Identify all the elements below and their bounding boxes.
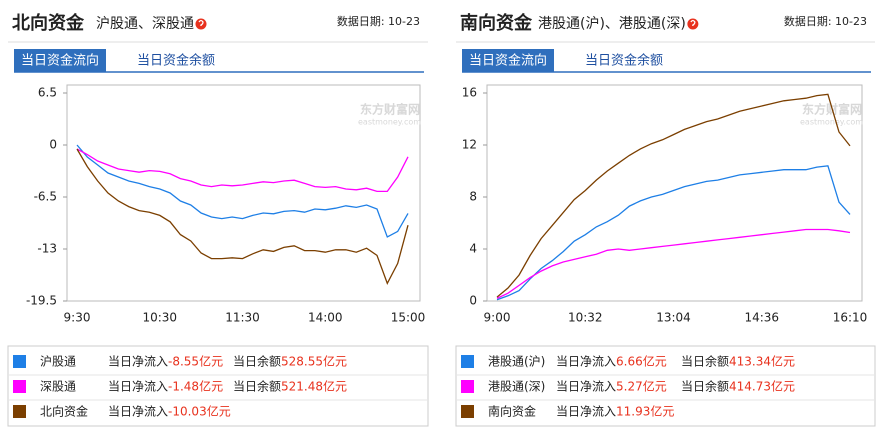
- net-value: -8.55亿元: [168, 354, 223, 369]
- tab[interactable]: 当日资金余额: [137, 53, 215, 69]
- tab-active[interactable]: [462, 49, 554, 72]
- balance-label: 当日余额: [681, 354, 729, 369]
- x-tick-label: 11:30: [225, 311, 260, 325]
- date-label: 数据日期: 10-23: [337, 14, 420, 28]
- x-tick-label: 14:00: [308, 311, 343, 325]
- balance-value: 413.34亿元: [729, 354, 795, 369]
- tab[interactable]: 当日资金余额: [585, 53, 663, 69]
- watermark: 东方财富网: [360, 102, 420, 117]
- balance-label: 当日余额: [233, 354, 281, 369]
- legend-swatch: [461, 355, 474, 368]
- y-tick-label: 4: [469, 242, 477, 256]
- net-label: 当日净流入: [556, 405, 616, 419]
- legend-swatch: [13, 405, 26, 418]
- y-tick-label: -19.5: [26, 294, 57, 308]
- help-icon[interactable]: [195, 18, 207, 30]
- help-icon[interactable]: [687, 18, 699, 30]
- x-tick-label: 15:00: [391, 311, 426, 325]
- legend-swatch: [13, 355, 26, 368]
- panel-title: 南向资金: [460, 12, 533, 34]
- balance-label: 当日余额: [681, 379, 729, 394]
- balance-value: 414.73亿元: [729, 379, 795, 394]
- series-line: [76, 148, 409, 286]
- panel-title: 北向资金: [12, 12, 85, 34]
- legend-name: 港股通(沪): [488, 355, 545, 369]
- net-value: 11.93亿元: [616, 404, 674, 419]
- series-line: [496, 93, 851, 298]
- x-tick-label: 10:32: [568, 311, 603, 325]
- legend-box: [7, 345, 429, 427]
- x-tick-label: 14:36: [744, 311, 779, 325]
- plot-frame: [486, 84, 863, 302]
- y-tick-label: 12: [462, 138, 477, 152]
- series-line: [496, 228, 851, 299]
- net-label: 当日净流入: [556, 355, 616, 369]
- legend-name: 沪股通: [40, 355, 76, 369]
- y-tick-label: -13: [37, 242, 57, 256]
- legend-box: [455, 345, 876, 427]
- x-tick-label: 9:30: [64, 311, 91, 325]
- panel-subtitle: 港股通(沪)、港股通(深): [538, 16, 686, 32]
- legend-swatch: [461, 380, 474, 393]
- net-value: 5.27亿元: [616, 379, 667, 394]
- balance-value: 521.48亿元: [281, 379, 347, 394]
- help-icon-mark: [690, 19, 696, 26]
- x-tick-label: 16:10: [833, 311, 868, 325]
- net-label: 当日净流入: [556, 380, 616, 394]
- panel-subtitle: 沪股通、深股通: [96, 16, 194, 32]
- legend-name: 港股通(深): [488, 380, 545, 394]
- tab-active[interactable]: [14, 49, 106, 72]
- date-label: 数据日期: 10-23: [784, 14, 867, 28]
- y-tick-label: -6.5: [34, 190, 57, 204]
- y-tick-label: 16: [462, 86, 477, 100]
- series-line: [76, 148, 409, 193]
- help-icon-mark: [198, 19, 204, 26]
- net-label: 当日净流入: [108, 355, 168, 369]
- tab[interactable]: 当日资金流向: [469, 53, 547, 69]
- watermark-sub: eastmoney.com: [800, 118, 863, 127]
- net-label: 当日净流入: [108, 380, 168, 394]
- series-line: [496, 165, 851, 301]
- net-value: -1.48亿元: [168, 379, 223, 394]
- balance-value: 528.55亿元: [281, 354, 347, 369]
- watermark-sub: eastmoney.com: [358, 118, 421, 127]
- x-tick-label: 13:04: [656, 311, 691, 325]
- x-tick-label: 10:30: [142, 311, 177, 325]
- y-tick-label: 6.5: [38, 86, 57, 100]
- y-tick-label: 0: [49, 138, 57, 152]
- y-tick-label: 8: [469, 190, 477, 204]
- legend-name: 深股通: [40, 380, 76, 394]
- series-line: [76, 144, 409, 238]
- x-tick-label: 9:00: [484, 311, 511, 325]
- legend-swatch: [461, 405, 474, 418]
- plot-frame: [66, 84, 421, 302]
- legend-swatch: [13, 380, 26, 393]
- net-value: -10.03亿元: [168, 404, 231, 419]
- net-label: 当日净流入: [108, 405, 168, 419]
- legend-name: 北向资金: [40, 404, 88, 419]
- tab[interactable]: 当日资金流向: [21, 53, 99, 69]
- y-tick-label: 0: [469, 294, 477, 308]
- legend-name: 南向资金: [488, 404, 536, 419]
- balance-label: 当日余额: [233, 379, 281, 394]
- net-value: 6.66亿元: [616, 354, 667, 369]
